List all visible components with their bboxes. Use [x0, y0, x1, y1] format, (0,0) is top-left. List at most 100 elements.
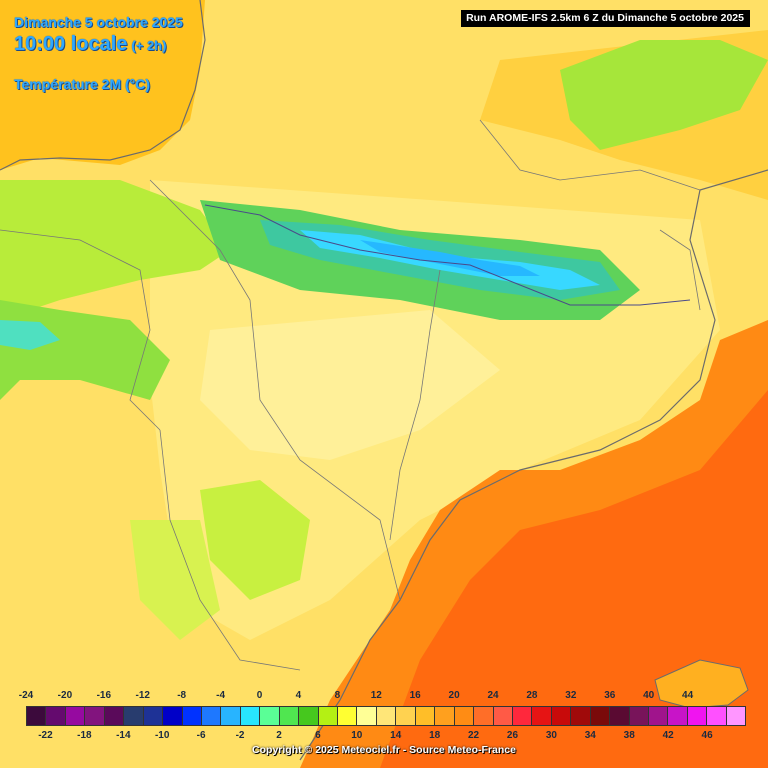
legend-bottom-tick: -22 [38, 730, 53, 741]
legend-bottom-tick: 18 [429, 730, 441, 741]
legend-swatch [687, 707, 708, 725]
legend-bottom-tick: 26 [506, 730, 519, 741]
legend-top-tick: -20 [57, 690, 73, 701]
map-time-label: 10:00 locale [14, 33, 128, 55]
legend-bottom-tick: -6 [196, 730, 206, 741]
zone-green-north-france [560, 40, 768, 150]
legend-bottom-tick: 14 [390, 730, 402, 741]
legend-top-ticks: -24 -20 -16 -12 -8 -4 0 4 8 12 16 20 24 28 32 36 40 44 [0, 690, 768, 704]
zone-green-basque [0, 180, 230, 320]
legend-top-tick: -8 [177, 690, 187, 701]
island-mallorca [655, 660, 748, 708]
border-region-1 [149, 179, 401, 601]
legend-swatch [474, 707, 494, 725]
border-france-spain [204, 204, 691, 306]
run-banner: Run AROME-IFS 2.5km 6 Z du Dimanche 5 oc… [461, 10, 750, 27]
legend-swatch [726, 707, 746, 725]
zone-green-iberian-system [200, 480, 310, 600]
legend-top-tick: 8 [334, 690, 341, 701]
legend-swatch [435, 707, 455, 725]
legend-bottom-ticks: -22 -18 -14 -10 -6 -2 2 6 10 14 18 22 26 30 34 38 42 46 [0, 730, 768, 744]
map-date-title: Dimanche 5 octobre 2025 [14, 14, 183, 30]
legend-swatch [240, 707, 261, 725]
legend-bottom-tick: -2 [235, 730, 245, 741]
legend-top-tick: -24 [18, 690, 34, 701]
legend-bottom-tick: 38 [623, 730, 635, 741]
zone-green-cuenca [130, 520, 220, 640]
legend-swatch [318, 707, 338, 725]
border-france-dept [479, 119, 701, 191]
legend-top-tick: 40 [643, 690, 655, 701]
legend-top-tick: -4 [216, 690, 226, 701]
legend-swatch [65, 707, 86, 725]
legend-swatch [512, 707, 533, 725]
legend-swatch [104, 707, 125, 725]
legend-swatch [376, 707, 397, 725]
legend-swatch [182, 707, 202, 725]
legend-top-tick: 12 [370, 690, 382, 701]
zone-pyrenees-peaks [360, 240, 540, 276]
legend-swatch [649, 707, 669, 725]
legend-swatch [571, 707, 591, 725]
legend-top-tick: 16 [409, 690, 421, 701]
legend-bottom-tick: 46 [701, 730, 713, 741]
legend-top-tick: -16 [96, 690, 112, 701]
coastline-mediterranean [299, 169, 768, 761]
legend-swatch [707, 707, 727, 725]
legend-swatch [610, 707, 630, 725]
legend-swatch [493, 707, 513, 725]
coastline-biscay [0, 0, 206, 171]
legend-swatch [357, 707, 377, 725]
legend-swatch [201, 707, 222, 725]
legend-swatch [668, 707, 688, 725]
map-time-offset: (+ 2h) [131, 38, 167, 53]
legend-swatch [396, 707, 416, 725]
legend-top-tick: 20 [448, 690, 460, 701]
legend-bottom-tick: -18 [77, 730, 92, 741]
legend-top-tick: 36 [604, 690, 616, 701]
legend-swatch [85, 707, 105, 725]
legend-swatch [338, 707, 358, 725]
legend-bottom-tick: 34 [584, 730, 596, 741]
border-region-4 [159, 429, 301, 671]
legend-swatch [279, 707, 300, 725]
legend-top-tick: 32 [565, 690, 577, 701]
zone-cantabria-cold [0, 320, 60, 350]
legend-swatch [415, 707, 436, 725]
legend-top-tick: 28 [526, 690, 538, 701]
map-time-title: 10:00 locale (+ 2h) [14, 33, 166, 56]
legend-swatch [299, 707, 319, 725]
legend-top-tick: 0 [256, 690, 263, 701]
map-parameter-title: Température 2M (°C) [14, 76, 151, 92]
legend-swatch [629, 707, 649, 725]
legend-swatch [221, 707, 241, 725]
legend-top-tick: -12 [135, 690, 150, 701]
legend-bottom-tick: 10 [351, 730, 363, 741]
legend-swatch [260, 707, 280, 725]
legend-swatch [532, 707, 552, 725]
legend-bottom-tick: 22 [468, 730, 480, 741]
temperature-legend: -24 -20 -16 -12 -8 -4 0 4 8 12 16 20 24 28 32 36 40 44 -2… [0, 684, 768, 768]
border-region-2 [389, 269, 441, 541]
legend-bottom-tick: 42 [662, 730, 674, 741]
border-region-3 [0, 229, 161, 431]
legend-top-tick: 24 [487, 690, 499, 701]
legend-swatch [551, 707, 572, 725]
sea-atlantic [0, 0, 205, 170]
legend-top-tick: 4 [295, 690, 302, 701]
legend-color-bar [26, 706, 746, 726]
legend-swatch [454, 707, 475, 725]
legend-swatch [27, 707, 47, 725]
legend-swatch [143, 707, 164, 725]
legend-bottom-tick: 30 [545, 730, 557, 741]
copyright-notice: Copyright © 2025 Meteociel.fr - Source M… [252, 744, 516, 756]
legend-swatch [590, 707, 611, 725]
border-region-5 [659, 229, 701, 311]
legend-swatch [124, 707, 144, 725]
legend-bottom-tick: 6 [315, 730, 321, 741]
legend-bottom-tick: -14 [116, 730, 131, 741]
legend-swatch [46, 707, 66, 725]
legend-top-tick: 44 [682, 690, 694, 701]
coastline-mallorca [654, 659, 749, 709]
